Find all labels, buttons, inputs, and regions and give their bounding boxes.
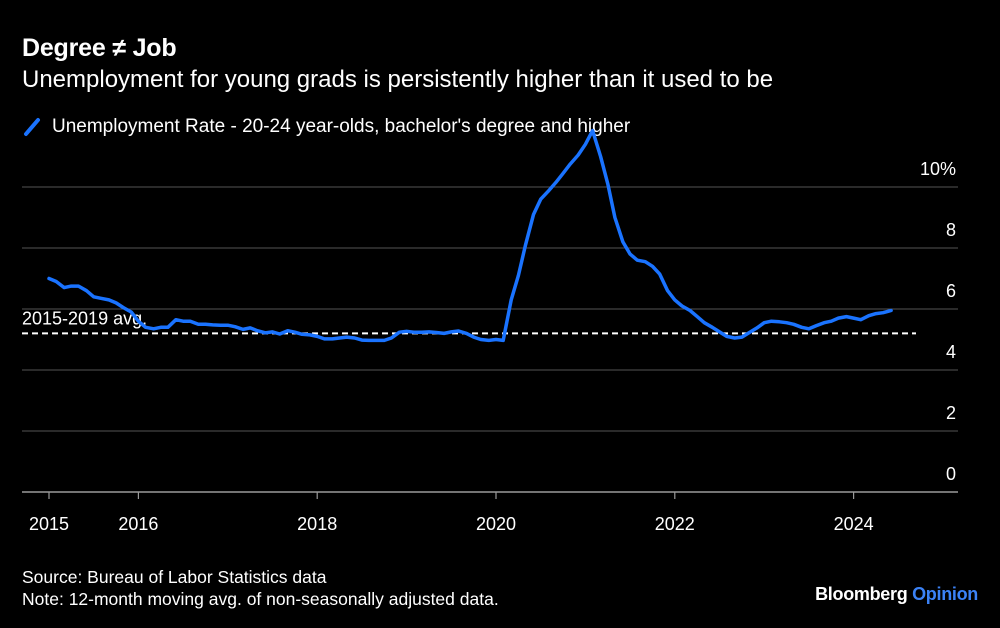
x-tick-label: 2020: [476, 514, 516, 534]
chart-legend: Unemployment Rate - 20-24 year-olds, bac…: [22, 116, 630, 138]
chart-footer: Source: Bureau of Labor Statistics data …: [22, 566, 499, 610]
y-tick-label: 2: [946, 403, 956, 423]
methodology-note: Note: 12-month moving avg. of non-season…: [22, 589, 499, 609]
y-tick-label: 0: [946, 464, 956, 484]
y-tick-label: 4: [946, 342, 956, 362]
legend-label: Unemployment Rate - 20-24 year-olds, bac…: [52, 116, 631, 137]
reference-line-label: 2015-2019 avg.: [22, 308, 147, 328]
brand-suffix: Opinion: [912, 584, 978, 604]
brand-name: Bloomberg: [815, 584, 908, 604]
y-tick-label: 10%: [920, 159, 956, 179]
y-tick-label: 6: [946, 281, 956, 301]
chart-subtitle: Unemployment for young grads is persiste…: [22, 66, 774, 93]
x-tick-label: 2018: [297, 514, 337, 534]
source-note: Source: Bureau of Labor Statistics data: [22, 567, 327, 587]
x-tick-label: 2016: [118, 514, 158, 534]
series-line: [47, 128, 893, 343]
x-tick-label: 2022: [655, 514, 695, 534]
x-tick-label: 2015: [29, 514, 69, 534]
x-tick-label: 2024: [834, 514, 874, 534]
brand-logo: Bloomberg Opinion: [815, 584, 978, 605]
y-tick-label: 8: [946, 220, 956, 240]
chart-title: Degree ≠ Job: [22, 34, 177, 62]
legend-line-icon: [22, 116, 44, 138]
